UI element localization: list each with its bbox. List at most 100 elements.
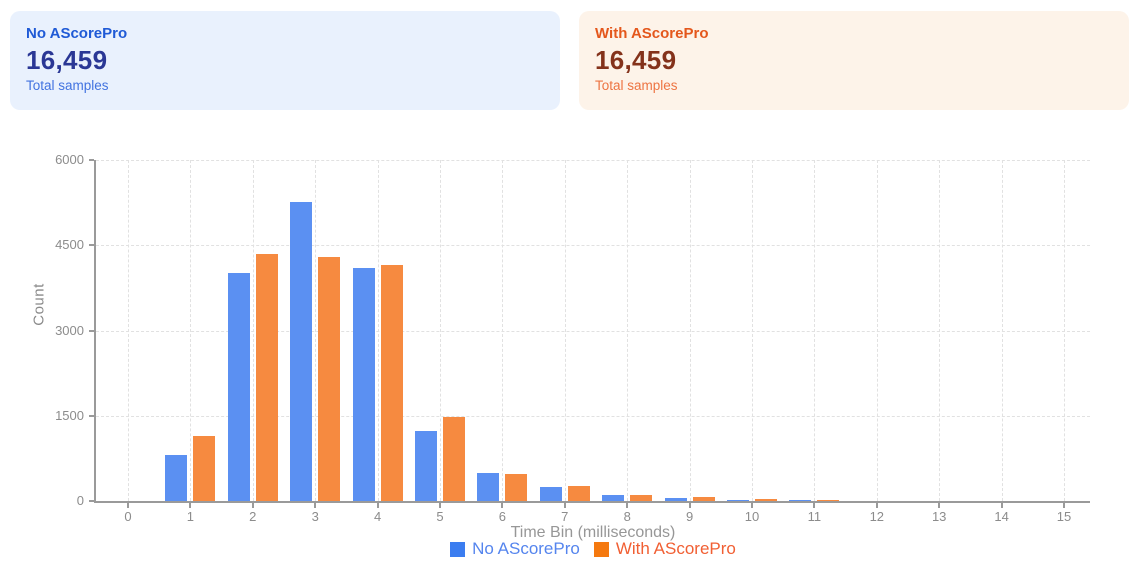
grid-line-vertical xyxy=(814,160,816,501)
card-title: No AScorePro xyxy=(26,25,128,42)
x-axis-title: Time Bin (milliseconds) xyxy=(510,524,676,541)
x-tick-label: 5 xyxy=(436,509,444,524)
bar-with-ascorepro xyxy=(692,497,715,501)
grid-line-vertical xyxy=(1064,160,1065,501)
y-tick-label: 6000 xyxy=(55,152,84,167)
bar-no-ascorepro xyxy=(352,267,375,501)
bar-with-ascorepro xyxy=(630,495,653,501)
grid-line-vertical xyxy=(876,160,878,501)
x-tick-label: 10 xyxy=(744,509,760,524)
x-tick-mark xyxy=(127,503,129,508)
bar-no-ascorepro xyxy=(602,494,625,501)
grid-line-vertical xyxy=(752,160,753,501)
card-caption: Total samples xyxy=(595,78,678,93)
x-tick-label: 0 xyxy=(124,509,132,524)
grid-line-vertical xyxy=(377,160,379,501)
x-tick-mark xyxy=(751,503,753,508)
legend-swatch-orange-icon xyxy=(593,541,609,557)
x-tick-label: 11 xyxy=(807,509,822,524)
grid-line-vertical xyxy=(1001,160,1003,501)
grid-line-vertical xyxy=(315,160,317,501)
grid-line-horizontal xyxy=(96,245,1090,247)
x-tick-label: 15 xyxy=(1056,509,1072,524)
grid-line-horizontal xyxy=(96,330,1090,332)
card-caption: Total samples xyxy=(26,78,109,93)
y-tick-label: 3000 xyxy=(55,322,84,338)
bar-with-ascorepro xyxy=(318,256,341,501)
bar-with-ascorepro xyxy=(755,499,777,501)
x-tick-label: 12 xyxy=(869,509,885,524)
bar-no-ascorepro xyxy=(664,498,687,501)
x-tick-label: 1 xyxy=(186,509,194,524)
grid-line-vertical xyxy=(939,160,941,501)
legend-item-no-ascorepro[interactable]: No AScorePro xyxy=(450,539,580,559)
x-tick-label: 7 xyxy=(561,509,569,524)
x-tick-mark xyxy=(813,503,816,508)
x-tick-mark xyxy=(251,503,254,508)
bar-no-ascorepro xyxy=(290,201,313,501)
x-tick-mark xyxy=(314,503,317,508)
plot-area: 0 1500 3000 4500 6000 0 1 2 3 4 5 6 7 8 9 10 11 12 13 14 15 xyxy=(55,152,1090,524)
card-value: 16,459 xyxy=(595,45,677,75)
bar-no-ascorepro xyxy=(789,500,812,501)
x-tick-mark xyxy=(875,503,878,508)
x-tick-label: 4 xyxy=(373,509,382,524)
chart-legend: No AScorePro With AScorePro xyxy=(96,539,1090,559)
grid-line-horizontal xyxy=(96,415,1090,417)
summary-cards: No AScorePro 16,459 Total samples With A… xyxy=(10,11,1129,110)
x-tick-label: 9 xyxy=(685,509,694,524)
x-tick-label: 13 xyxy=(931,509,947,524)
y-tick-label: 1500 xyxy=(55,407,84,423)
bar-no-ascorepro xyxy=(477,473,500,501)
grid-line-vertical xyxy=(502,160,504,501)
grid-line-vertical xyxy=(689,160,691,501)
bar-no-ascorepro xyxy=(165,454,188,501)
grid-line-vertical xyxy=(128,160,129,501)
card-value: 16,459 xyxy=(26,45,108,75)
bar-with-ascorepro xyxy=(505,473,528,501)
bar-with-ascorepro xyxy=(567,485,590,501)
card-title: With AScorePro xyxy=(595,25,709,42)
x-tick-mark xyxy=(1000,503,1003,508)
bar-with-ascorepro xyxy=(443,417,465,501)
x-tick-mark xyxy=(376,503,379,508)
x-tick-label: 3 xyxy=(311,509,319,524)
legend-swatch-blue-icon xyxy=(450,541,466,557)
x-axis-line xyxy=(94,501,1090,503)
x-tick-mark xyxy=(938,503,941,508)
grid-line-vertical xyxy=(564,160,566,501)
y-tick-mark xyxy=(89,159,94,161)
bar-with-ascorepro xyxy=(380,264,403,501)
bar-with-ascorepro xyxy=(193,435,216,501)
grid-line-vertical xyxy=(252,160,254,501)
legend-label: No AScorePro xyxy=(472,539,580,558)
card-no-ascorepro: No AScorePro 16,459 Total samples xyxy=(10,11,560,110)
x-tick-label: 6 xyxy=(498,509,506,524)
x-tick-mark xyxy=(688,503,691,508)
grid-line-vertical xyxy=(190,160,192,501)
x-tick-mark xyxy=(439,503,441,508)
bar-with-ascorepro xyxy=(817,500,840,501)
x-tick-label: 2 xyxy=(249,509,257,524)
card-with-ascorepro: With AScorePro 16,459 Total samples xyxy=(579,11,1129,110)
bar-no-ascorepro xyxy=(227,273,250,501)
bar-with-ascorepro xyxy=(255,253,278,501)
grid-line-horizontal xyxy=(96,160,1090,161)
y-tick-mark xyxy=(89,500,94,502)
x-tick-mark xyxy=(189,503,192,508)
y-tick-mark xyxy=(89,329,94,332)
histogram-chart: Count 0 1500 3000 4500 6000 0 1 2 3 4 5 6 7 8 9 10 11 12 1… xyxy=(0,140,1148,572)
x-tick-mark xyxy=(626,503,629,508)
grid-line-vertical xyxy=(440,160,441,501)
y-tick-mark xyxy=(89,414,94,417)
y-tick-mark xyxy=(89,244,94,247)
grid-line-vertical xyxy=(627,160,629,501)
legend-item-with-ascorepro[interactable]: With AScorePro xyxy=(593,539,736,559)
bar-no-ascorepro xyxy=(727,499,749,501)
legend-label: With AScorePro xyxy=(615,539,736,558)
bar-no-ascorepro xyxy=(415,430,437,501)
bar-no-ascorepro xyxy=(539,487,562,501)
y-tick-label: 4500 xyxy=(55,237,84,253)
y-axis-line xyxy=(94,160,96,503)
x-tick-mark xyxy=(1063,503,1065,508)
